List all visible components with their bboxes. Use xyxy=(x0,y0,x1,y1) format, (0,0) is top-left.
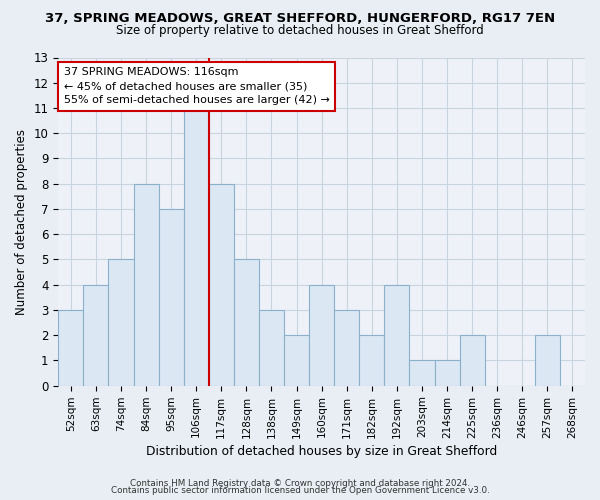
Bar xyxy=(234,260,259,386)
Bar xyxy=(535,335,560,386)
Bar xyxy=(385,284,409,386)
Bar xyxy=(158,209,184,386)
Text: Contains HM Land Registry data © Crown copyright and database right 2024.: Contains HM Land Registry data © Crown c… xyxy=(130,478,470,488)
Bar xyxy=(259,310,284,386)
Bar xyxy=(184,108,209,386)
Bar xyxy=(83,284,109,386)
Bar xyxy=(284,335,309,386)
Bar xyxy=(434,360,460,386)
Bar xyxy=(460,335,485,386)
Bar xyxy=(58,310,83,386)
Text: Contains public sector information licensed under the Open Government Licence v3: Contains public sector information licen… xyxy=(110,486,490,495)
X-axis label: Distribution of detached houses by size in Great Shefford: Distribution of detached houses by size … xyxy=(146,444,497,458)
Bar xyxy=(334,310,359,386)
Text: 37, SPRING MEADOWS, GREAT SHEFFORD, HUNGERFORD, RG17 7EN: 37, SPRING MEADOWS, GREAT SHEFFORD, HUNG… xyxy=(45,12,555,26)
Y-axis label: Number of detached properties: Number of detached properties xyxy=(15,128,28,314)
Bar xyxy=(109,260,134,386)
Bar xyxy=(409,360,434,386)
Bar xyxy=(134,184,158,386)
Text: 37 SPRING MEADOWS: 116sqm
← 45% of detached houses are smaller (35)
55% of semi-: 37 SPRING MEADOWS: 116sqm ← 45% of detac… xyxy=(64,68,329,106)
Text: Size of property relative to detached houses in Great Shefford: Size of property relative to detached ho… xyxy=(116,24,484,37)
Bar xyxy=(209,184,234,386)
Bar xyxy=(359,335,385,386)
Bar xyxy=(309,284,334,386)
